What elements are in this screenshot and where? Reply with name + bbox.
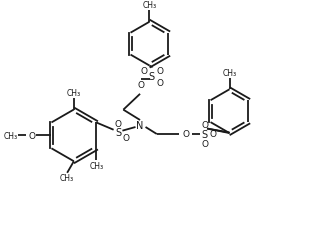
Text: O: O — [141, 66, 148, 75]
Text: O: O — [156, 66, 163, 75]
Text: CH₃: CH₃ — [67, 89, 81, 98]
Text: CH₃: CH₃ — [60, 174, 74, 183]
Text: O: O — [156, 79, 163, 87]
Text: CH₃: CH₃ — [222, 69, 237, 78]
Text: O: O — [138, 81, 145, 90]
Text: N: N — [136, 121, 144, 131]
Text: CH₃: CH₃ — [89, 161, 103, 170]
Text: O: O — [201, 121, 208, 130]
Text: O: O — [115, 119, 122, 128]
Text: S: S — [115, 128, 121, 137]
Text: CH₃: CH₃ — [3, 131, 17, 140]
Text: CH₃: CH₃ — [142, 2, 157, 10]
Text: O: O — [201, 139, 208, 148]
Text: O: O — [209, 130, 217, 139]
Text: O: O — [183, 130, 190, 139]
Text: O: O — [122, 134, 129, 142]
Text: S: S — [202, 129, 208, 139]
Text: S: S — [149, 71, 155, 81]
Text: O: O — [28, 131, 35, 140]
